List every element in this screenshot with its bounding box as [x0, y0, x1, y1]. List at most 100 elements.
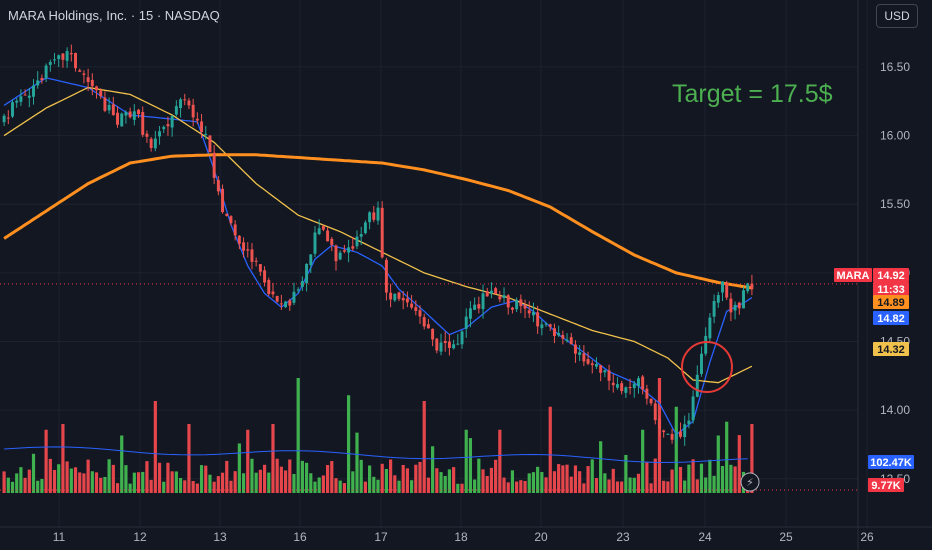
volume-bar: [6, 477, 10, 493]
volume-bar: [107, 459, 111, 493]
highlight-circle: [681, 341, 733, 393]
candle-body: [212, 152, 216, 178]
candle-body: [729, 298, 733, 313]
candle-body: [237, 235, 241, 244]
volume-bar: [220, 472, 225, 493]
volume-bar: [166, 462, 170, 493]
volume-bar: [653, 458, 657, 493]
candle-body: [607, 370, 611, 381]
candle-body: [510, 307, 514, 310]
volume-bar: [561, 465, 565, 493]
volume-bar: [578, 471, 582, 493]
volume-bar: [23, 477, 27, 493]
candle-body: [481, 293, 485, 310]
volume-bar: [15, 473, 19, 493]
volume-bar: [586, 466, 590, 493]
candle-body: [74, 53, 77, 69]
candle-body: [435, 338, 439, 351]
moving-average-line-1: [3, 86, 753, 384]
candle-body: [397, 292, 401, 299]
candle-body: [687, 420, 691, 425]
candle-body: [191, 104, 195, 118]
volume-bar: [94, 472, 99, 493]
candle-body: [620, 383, 624, 392]
volume-bar: [145, 461, 149, 493]
moving-average-line-2: [3, 153, 753, 290]
candle-body: [641, 376, 645, 390]
volume-bar: [582, 483, 586, 493]
candle-body: [166, 124, 170, 127]
candle-body: [15, 100, 19, 103]
x-tick-label: 16: [293, 530, 307, 544]
candle-body: [372, 212, 376, 220]
volume-bar: [208, 474, 212, 493]
volume-bar: [699, 463, 704, 493]
candle-body: [536, 312, 540, 327]
candle-body: [632, 383, 636, 389]
volume-bar: [372, 476, 376, 493]
volume-bar: [531, 472, 536, 493]
candle-body: [460, 331, 464, 345]
candle-body: [548, 324, 552, 327]
candle-body: [145, 133, 149, 137]
candle-body: [250, 249, 254, 262]
candle-body: [599, 365, 603, 373]
volume-bar: [414, 464, 418, 493]
volume-bar: [325, 465, 330, 493]
candle-body: [32, 85, 35, 97]
volume-bar: [368, 465, 372, 493]
candle-body: [443, 341, 447, 344]
volume-bar: [485, 475, 489, 493]
candle-body: [53, 59, 56, 61]
volume-bar: [279, 466, 283, 493]
volume-bar: [708, 459, 712, 493]
candle-body: [721, 281, 724, 293]
volume-bar: [489, 467, 494, 493]
candle-body: [11, 102, 14, 117]
volume-bar: [99, 477, 103, 493]
candle-body: [405, 298, 409, 303]
volume-bar: [418, 461, 422, 493]
candle-body: [418, 310, 422, 317]
candle-body: [69, 53, 73, 55]
candle-body: [183, 99, 187, 101]
candle-body: [603, 370, 607, 373]
x-tick-label: 18: [454, 530, 468, 544]
candle-body: [116, 112, 120, 125]
candle-body: [376, 207, 380, 221]
volume-bar: [607, 479, 611, 493]
volume-bar: [599, 441, 603, 493]
candle-body: [321, 226, 325, 230]
volume-bar: [157, 462, 162, 493]
candle-body: [666, 433, 670, 435]
candle-body: [662, 430, 666, 433]
candle-body: [141, 111, 145, 135]
volume-bar: [481, 469, 485, 493]
price-label: 14.89: [877, 297, 905, 309]
volume-bar: [78, 472, 82, 493]
volume-bar: [300, 460, 304, 493]
volume-bar: [183, 480, 187, 493]
currency-button[interactable]: USD: [876, 4, 918, 28]
candle-body: [422, 317, 426, 327]
y-tick-label: 15.50: [880, 197, 910, 211]
volume-bar: [464, 429, 468, 493]
volume-bar: [199, 465, 204, 493]
candle-body: [187, 100, 191, 106]
volume-bar: [494, 459, 498, 493]
volume-bar: [124, 465, 128, 493]
candle-body: [733, 304, 737, 311]
price-label-bg: [873, 282, 909, 296]
volume-bar: [670, 469, 674, 493]
volume-bar: [225, 460, 229, 493]
volume-bar: [10, 481, 15, 493]
candle-body: [674, 432, 678, 440]
volume-bar: [632, 477, 636, 493]
volume-bar: [65, 461, 69, 493]
price-label: 14.82: [877, 313, 905, 325]
volume-bar: [611, 468, 615, 493]
volume-bar: [573, 465, 578, 493]
volume-bar: [502, 477, 506, 493]
volume-bar: [271, 424, 275, 493]
